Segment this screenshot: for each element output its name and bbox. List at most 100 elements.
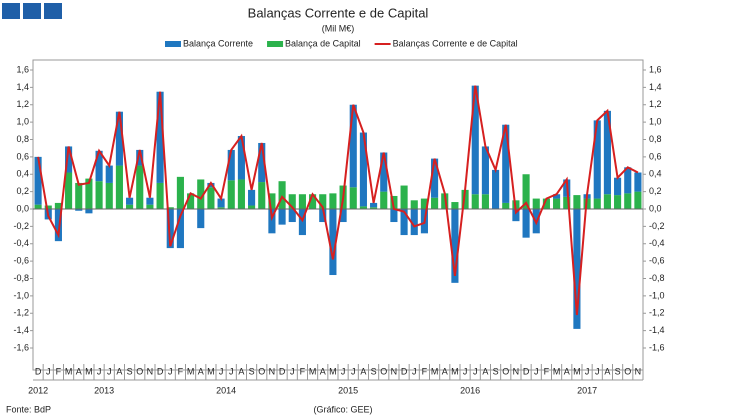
- y-tick-label: 0,6: [16, 151, 29, 161]
- y-tick-label: -1,2: [13, 308, 29, 318]
- x-tick-label: J: [585, 366, 590, 376]
- year-label: 2012: [28, 385, 48, 395]
- bar: [54, 209, 62, 242]
- bar: [237, 136, 245, 180]
- bar: [329, 193, 337, 209]
- bar: [166, 207, 174, 209]
- x-tick-label: M: [187, 366, 195, 376]
- bar: [227, 149, 235, 181]
- x-tick-label: J: [534, 366, 539, 376]
- bar: [65, 172, 73, 209]
- bar: [573, 209, 581, 329]
- bar: [298, 209, 306, 236]
- bar: [593, 198, 601, 209]
- y2-tick-label: 0,0: [649, 203, 662, 213]
- x-tick-label: F: [178, 366, 184, 376]
- x-tick-label: S: [127, 366, 133, 376]
- bar: [339, 209, 347, 223]
- bar: [553, 198, 561, 209]
- x-tick-label: F: [422, 366, 428, 376]
- x-tick-label: S: [615, 366, 621, 376]
- y-tick-label: 1,6: [16, 64, 29, 74]
- y2-tick-label: -0,2: [649, 221, 665, 231]
- bar: [370, 202, 378, 208]
- x-tick-label: M: [85, 366, 93, 376]
- y-tick-label: 1,2: [16, 99, 29, 109]
- bar: [65, 146, 73, 173]
- x-tick-label: J: [463, 366, 468, 376]
- x-tick-label: A: [604, 366, 610, 376]
- x-tick-label: N: [635, 366, 642, 376]
- bar: [197, 179, 205, 209]
- bar: [258, 182, 266, 209]
- bar: [248, 205, 256, 209]
- bar: [614, 177, 622, 196]
- x-tick-label: A: [76, 366, 82, 376]
- bar: [542, 198, 550, 209]
- y-tick-label: 0,0: [16, 203, 29, 213]
- bar: [288, 209, 296, 223]
- x-tick-label: A: [442, 366, 448, 376]
- x-tick-label: M: [309, 366, 317, 376]
- x-tick-label: O: [380, 366, 387, 376]
- bar: [207, 182, 215, 188]
- bar: [237, 179, 245, 209]
- bar: [95, 181, 103, 209]
- x-tick-label: J: [595, 366, 600, 376]
- bar: [126, 204, 134, 209]
- bar: [553, 194, 561, 199]
- x-tick-label: N: [269, 366, 276, 376]
- year-label: 2016: [460, 385, 480, 395]
- bar: [268, 193, 276, 209]
- bar: [146, 197, 154, 205]
- x-tick-label: M: [451, 366, 459, 376]
- bar: [431, 158, 439, 198]
- x-tick-label: M: [431, 366, 439, 376]
- x-tick-label: N: [513, 366, 520, 376]
- bar: [461, 189, 469, 209]
- bar: [176, 176, 184, 209]
- y-tick-label: -0,4: [13, 238, 29, 248]
- bar: [95, 150, 103, 182]
- x-tick-label: A: [320, 366, 326, 376]
- bar: [75, 209, 83, 211]
- bar: [532, 198, 540, 209]
- y2-tick-label: 1,6: [649, 64, 662, 74]
- bar: [451, 202, 459, 209]
- bar: [136, 149, 144, 166]
- x-tick-label: J: [412, 366, 417, 376]
- x-tick-label: O: [624, 366, 631, 376]
- logo-square: [44, 3, 62, 19]
- y2-tick-label: 1,0: [649, 117, 662, 127]
- bar: [614, 195, 622, 209]
- bar: [227, 180, 235, 209]
- bar: [166, 209, 174, 249]
- x-tick-label: M: [207, 366, 215, 376]
- x-tick-label: J: [341, 366, 346, 376]
- x-tick-label: J: [219, 366, 224, 376]
- x-tick-label: A: [116, 366, 122, 376]
- y-tick-label: -1,6: [13, 342, 29, 352]
- x-tick-label: M: [553, 366, 561, 376]
- bar: [329, 209, 337, 276]
- line-series: [37, 85, 639, 316]
- x-tick-label: A: [198, 366, 204, 376]
- bar: [156, 182, 164, 209]
- bar: [603, 194, 611, 209]
- bar: [420, 198, 428, 209]
- y-tick-label: 1,4: [16, 82, 29, 92]
- x-tick-label: M: [65, 366, 73, 376]
- x-tick-label: J: [46, 366, 51, 376]
- legend-swatch: [165, 41, 181, 47]
- bar: [400, 185, 408, 209]
- y2-tick-label: 1,2: [649, 99, 662, 109]
- y2-tick-label: -1,4: [649, 325, 665, 335]
- x-tick-label: F: [56, 366, 62, 376]
- bar: [34, 156, 42, 205]
- bar: [522, 174, 530, 209]
- bar: [278, 181, 286, 209]
- x-tick-label: J: [229, 366, 234, 376]
- bar: [410, 209, 418, 236]
- bar: [146, 204, 154, 209]
